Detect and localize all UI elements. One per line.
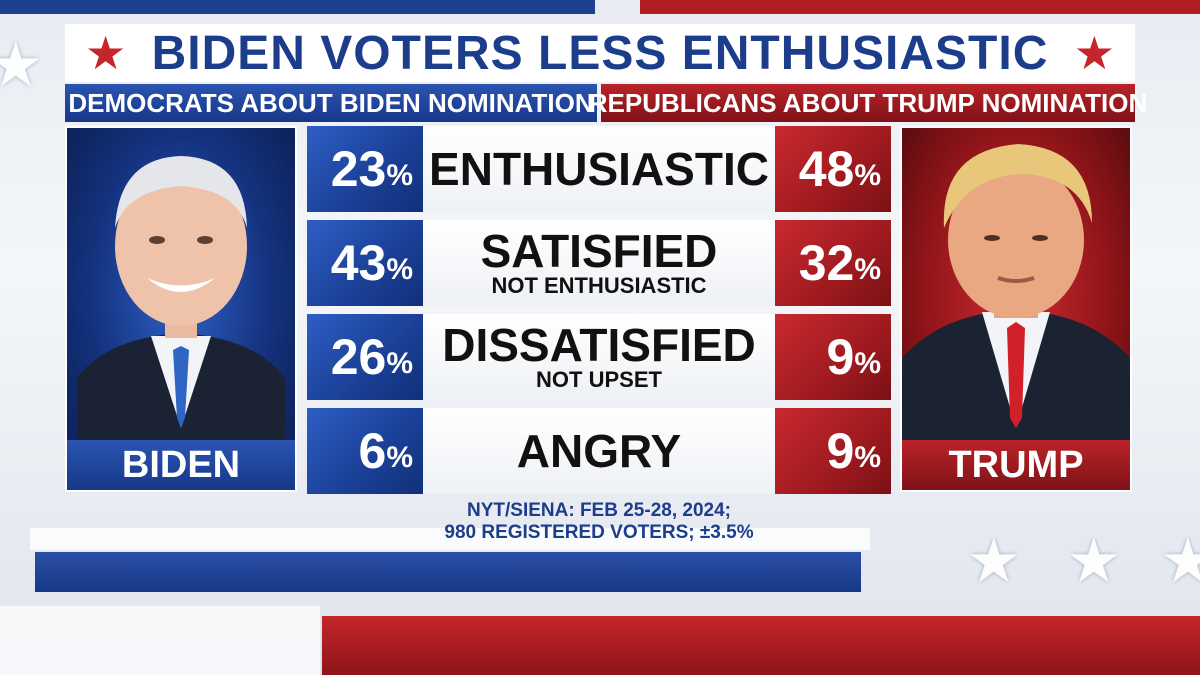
row-label-main: DISSATISFIED [442,319,756,372]
row-label-main: SATISFIED [480,225,718,278]
chart-title: BIDEN VOTERS LESS ENTHUSIASTIC [151,26,1049,80]
red-star-icon: ★ [1073,26,1115,80]
red-star-icon: ★ [85,26,127,80]
biden-value-cell: 26% [307,314,423,400]
biden-value: 26 [330,329,387,385]
percent-sign: % [854,347,881,380]
background-star-icon: ★ [0,28,44,101]
background-star-icon: ★ [966,524,1022,597]
trump-name-plate: TRUMP [902,440,1130,490]
row-label: DISSATISFIED NOT UPSET [423,314,775,400]
biden-value-cell: 43% [307,220,423,306]
biden-value: 23 [330,141,387,197]
percent-sign: % [386,441,413,474]
trump-value: 9 [826,329,855,385]
top-blue-stripe [0,0,595,14]
background-white-stripe [30,528,870,550]
row-label: ANGRY [423,408,775,494]
trump-value: 32 [798,235,855,291]
row-label-sub: NOT ENTHUSIASTIC [491,273,707,299]
percent-sign: % [854,159,881,192]
table-row: 43% SATISFIED NOT ENTHUSIASTIC 32% [307,220,891,306]
background-red-band [322,616,1200,675]
row-label-main: ENTHUSIASTIC [429,143,769,195]
trump-value: 9 [826,423,855,479]
trump-value: 48 [798,141,855,197]
source-note: NYT/SIENA: FEB 25-28, 2024; 980 REGISTER… [307,500,891,544]
biden-value-cell: 23% [307,126,423,212]
title-banner: ★ BIDEN VOTERS LESS ENTHUSIASTIC ★ [65,24,1135,82]
row-label-main: ANGRY [516,425,682,477]
trump-portrait: TRUMP [900,126,1132,492]
background-blue-band [35,552,861,592]
biden-value: 6 [358,423,387,479]
percent-sign: % [854,441,881,474]
percent-sign: % [386,159,413,192]
trump-photo-illustration [902,144,1130,440]
row-label: SATISFIED NOT ENTHUSIASTIC [423,220,775,306]
background-star-icon: ★ [1160,524,1200,597]
table-row: 23% ENTHUSIASTIC 48% [307,126,891,212]
democrats-header: DEMOCRATS ABOUT BIDEN NOMINATION [65,84,597,122]
trump-value-cell: 9% [775,314,891,400]
table-row: 26% DISSATISFIED NOT UPSET 9% [307,314,891,400]
percent-sign: % [386,347,413,380]
background-star-icon: ★ [1066,524,1122,597]
biden-name-plate: BIDEN [67,440,295,490]
background-white-band [0,606,320,675]
source-line-2: 980 REGISTERED VOTERS; ±3.5% [444,522,754,543]
trump-value-cell: 48% [775,126,891,212]
republicans-header: REPUBLICANS ABOUT TRUMP NOMINATION [589,84,1147,122]
percent-sign: % [386,253,413,286]
source-line-1: NYT/SIENA: FEB 25-28, 2024; [467,500,731,521]
biden-value-cell: 6% [307,408,423,494]
biden-portrait: BIDEN [65,126,297,492]
biden-value: 43 [330,235,387,291]
row-label-sub: NOT UPSET [536,367,662,393]
trump-value-cell: 9% [775,408,891,494]
percent-sign: % [854,253,881,286]
row-label: ENTHUSIASTIC [423,126,775,212]
trump-value-cell: 32% [775,220,891,306]
biden-photo-illustration [77,156,285,440]
table-row: 6% ANGRY 9% [307,408,891,494]
top-red-stripe [640,0,1200,14]
